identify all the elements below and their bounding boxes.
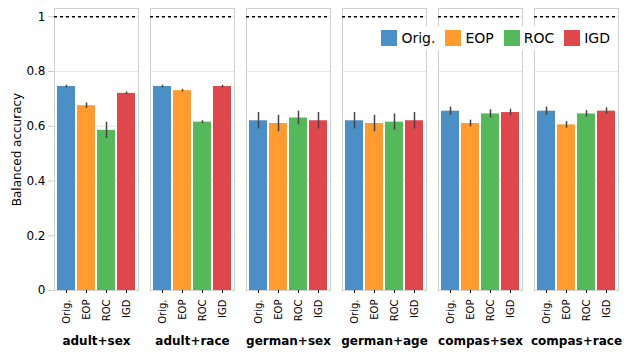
svg-text:Orig.: Orig. [253, 300, 264, 324]
svg-text:EOP: EOP [369, 300, 380, 320]
svg-text:EOP: EOP [81, 300, 92, 320]
svg-text:german+age: german+age [341, 334, 428, 348]
svg-text:ROC: ROC [389, 299, 400, 321]
svg-text:Orig.: Orig. [157, 300, 168, 324]
svg-text:EOP: EOP [561, 300, 572, 320]
svg-text:ROC: ROC [197, 299, 208, 321]
svg-text:Balanced accuracy: Balanced accuracy [10, 93, 24, 206]
svg-text:ROC: ROC [101, 299, 112, 321]
svg-text:ROC: ROC [485, 299, 496, 321]
svg-text:ROC: ROC [581, 299, 592, 321]
svg-text:EOP: EOP [465, 300, 476, 320]
svg-text:Orig.: Orig. [349, 300, 360, 324]
svg-text:IGD: IGD [121, 299, 132, 318]
svg-text:EOP: EOP [273, 300, 284, 320]
svg-text:compas+race: compas+race [531, 334, 622, 348]
html-text:EOP: EOP [465, 30, 494, 46]
html-text:IGD: IGD [584, 30, 610, 46]
svg-text:IGD: IGD [217, 299, 228, 318]
svg-text:IGD: IGD [601, 299, 612, 318]
svg-text:0.2: 0.2 [26, 229, 45, 243]
svg-text:adult+race: adult+race [155, 334, 229, 348]
svg-text:0: 0 [38, 283, 46, 297]
svg-text:EOP: EOP [177, 300, 188, 320]
svg-text:IGD: IGD [409, 299, 420, 318]
svg-text:0.8: 0.8 [26, 64, 45, 78]
svg-text:1: 1 [38, 10, 46, 24]
svg-text:Orig.: Orig. [541, 300, 552, 324]
svg-text:german+sex: german+sex [246, 334, 331, 348]
svg-text:ROC: ROC [293, 299, 304, 321]
svg-text:compas+sex: compas+sex [438, 334, 523, 348]
html-text:ROC: ROC [523, 30, 555, 46]
svg-text:IGD: IGD [313, 299, 324, 318]
svg-text:Orig.: Orig. [61, 300, 72, 324]
svg-text:IGD: IGD [505, 299, 516, 318]
svg-text:adult+sex: adult+sex [62, 334, 130, 348]
svg-text:Orig.: Orig. [445, 300, 456, 324]
svg-text:0.4: 0.4 [26, 174, 45, 188]
html-text:Orig.: Orig. [401, 30, 436, 46]
svg-text:0.6: 0.6 [26, 119, 45, 133]
